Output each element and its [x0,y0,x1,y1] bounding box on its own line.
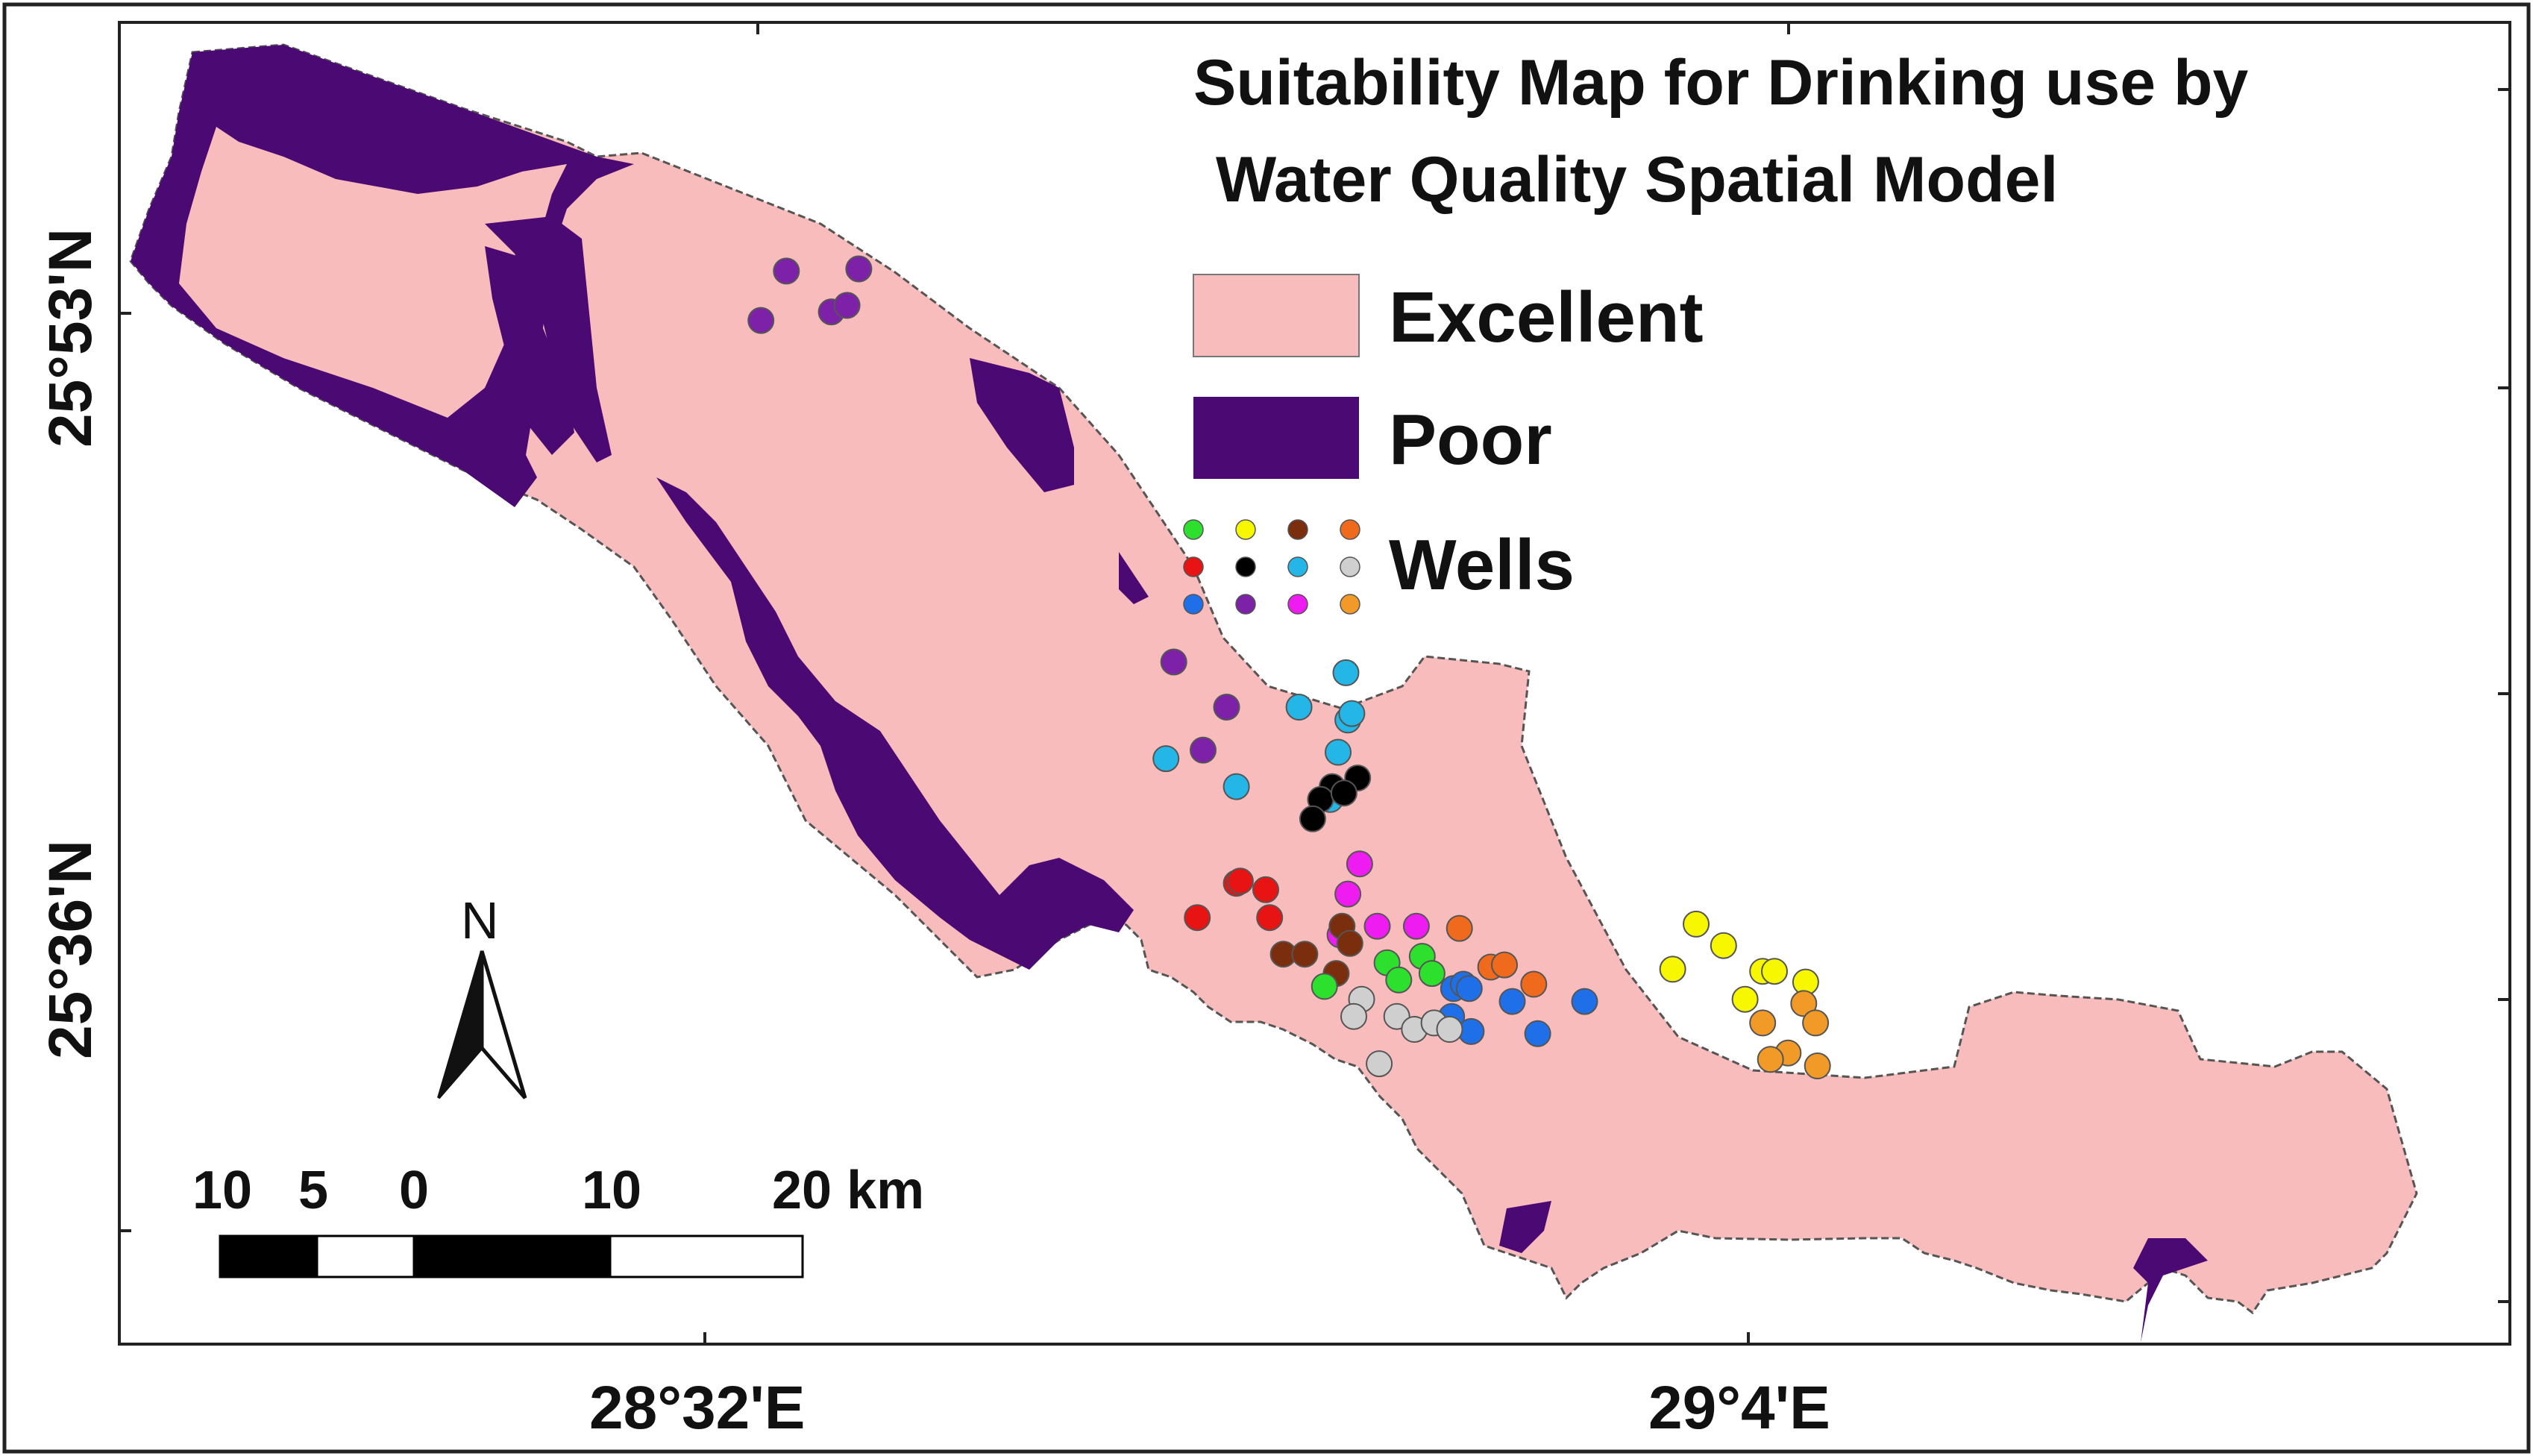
well-point [1332,659,1360,686]
legend-well-dot [1287,594,1308,615]
well-point [1366,1050,1393,1078]
legend-well-dot [1287,556,1308,577]
legend-well-dot [1235,594,1256,615]
well-point [1524,1020,1551,1047]
well-point [1252,876,1279,903]
legend-poor-swatch [1193,397,1359,479]
well-point [833,292,861,319]
legend-well-dot [1235,519,1256,540]
well-point [1325,738,1352,766]
legend-well-dot [1183,594,1204,615]
frame-ticks [119,22,2510,1344]
well-point [1749,1009,1777,1037]
scale-label-5: 5 [298,1161,328,1220]
well-point [747,307,775,334]
legend-wells-swatch [1183,519,1360,615]
well-point [1330,779,1357,807]
legend-well-dot [1183,519,1204,540]
well-point [1340,1002,1367,1030]
legend-excellent-label: Excellent [1389,277,1704,357]
legend-wells-label: Wells [1389,525,1575,605]
north-arrow-icon: N [437,891,527,1099]
well-point [1213,694,1240,721]
well-point [1790,990,1818,1017]
well-point [1520,970,1548,998]
well-point [1160,648,1187,676]
well-point [1571,988,1598,1015]
well-point [1385,966,1413,994]
legend-well-dot [1235,556,1256,577]
well-point [1190,736,1217,764]
scale-label-10-left: 10 [192,1161,252,1220]
map-title-line1: Suitability Map for Drinking use by [1193,47,2249,119]
lat-label-bottom: 25°36'N [37,840,104,1059]
well-point [1757,1046,1784,1073]
well-point [773,257,800,285]
lat-label-top: 25°53'N [37,228,104,448]
north-label: N [461,891,499,950]
well-point [1804,1052,1831,1079]
scale-label-0: 0 [399,1161,429,1220]
well-point [1152,745,1180,773]
lon-label-left: 28°32'E [589,1374,805,1442]
well-point [1683,910,1710,938]
well-point [1222,773,1250,800]
region-poor [131,45,2208,1343]
well-point [1491,951,1518,979]
well-point [1731,985,1759,1013]
well-point [1338,700,1366,727]
well-point [1285,694,1313,721]
legend-well-dot [1340,556,1360,577]
legend-well-dot [1183,556,1204,577]
map-title-line2: Water Quality Spatial Model [1216,144,2058,216]
well-point [1336,929,1363,957]
legend: Excellent Poor Wells [1183,274,1704,615]
well-point [1363,912,1391,940]
well-point [845,255,873,283]
scale-label-10: 10 [582,1161,641,1220]
well-point [1402,912,1430,940]
well-point [1346,850,1373,878]
well-point [1311,973,1338,1000]
legend-well-dot [1340,594,1360,615]
well-point [1710,932,1737,959]
well-point [1334,880,1362,908]
region-excellent [129,43,2418,1315]
scale-label-20km: 20 km [772,1161,924,1220]
well-point [1498,988,1526,1015]
well-point [1761,958,1788,985]
legend-poor-label: Poor [1389,400,1552,480]
legend-excellent-swatch [1193,274,1360,357]
legend-well-dot [1287,519,1308,540]
well-point [1659,956,1686,983]
legend-well-dot [1340,519,1360,540]
well-point [1299,805,1326,832]
lon-label-right: 29°4'E [1648,1374,1830,1442]
well-point [1256,904,1284,932]
wells-layer [747,255,1831,1079]
well-point [1446,914,1473,942]
well-point [1184,904,1211,932]
well-point [1455,975,1483,1002]
scale-bar: 10 5 0 10 20 km [192,1161,924,1278]
well-point [1802,1009,1830,1037]
well-point [1291,941,1319,968]
well-point [1436,1016,1463,1043]
well-point [1226,867,1254,895]
well-point [1418,960,1446,988]
